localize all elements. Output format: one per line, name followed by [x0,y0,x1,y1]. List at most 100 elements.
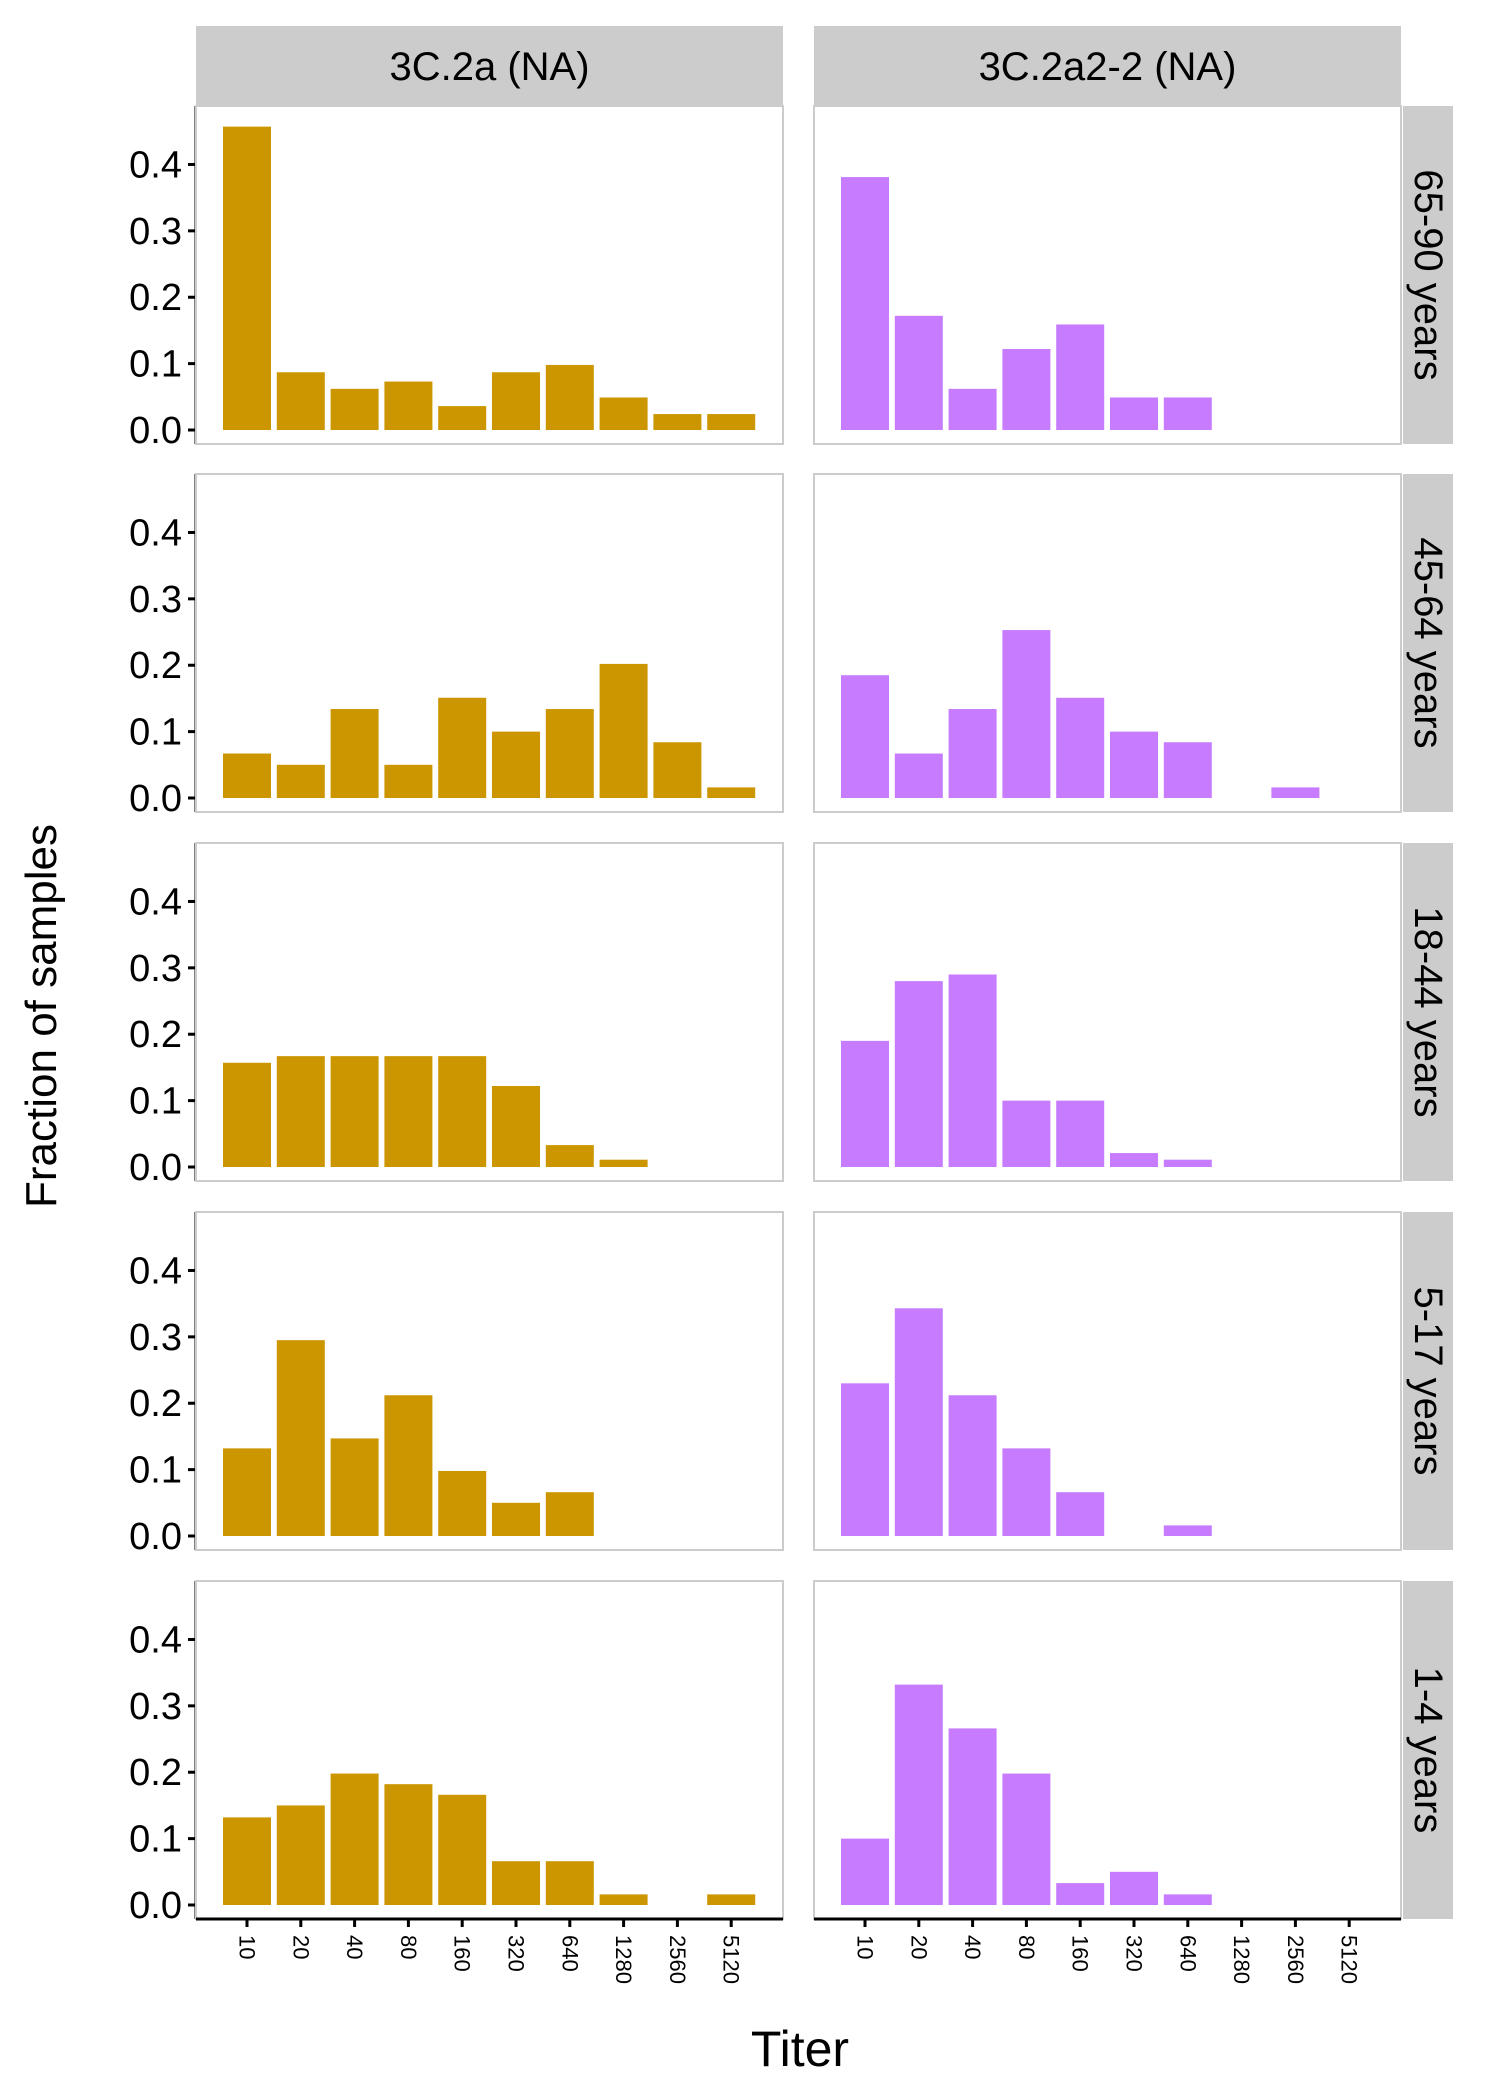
bar [223,1817,271,1905]
bar [1002,1100,1051,1167]
bar [841,1838,889,1905]
x-tick-label: 20 [288,1935,313,1959]
y-tick-label: 0.2 [129,277,182,319]
bar [707,414,756,430]
y-tick-label: 0.2 [129,645,182,687]
bar [330,1773,379,1905]
x-tick-label: 1280 [611,1935,636,1984]
bar [1056,1100,1105,1167]
x-tick-label: 10 [235,1935,260,1959]
x-tick-label: 2560 [665,1935,690,1984]
bar [1002,349,1051,430]
row-strip-label: 45-64 years [1406,537,1450,748]
bar [384,764,433,798]
y-tick-label: 0.4 [129,512,182,554]
bar [894,1308,943,1536]
bar [545,1145,594,1167]
bar [948,388,997,430]
bar [1271,787,1320,798]
x-tick-label: 2560 [1283,1935,1308,1984]
facet-grid: 3C.2a (NA) 3C.2a2-2 (NA) 65-90 years 0.0 0.1… [129,26,1453,1984]
bar [545,709,594,798]
y-tick-label: 0.2 [129,1014,182,1056]
bar [1056,697,1105,798]
x-tick-label: 5120 [1337,1935,1362,1984]
bar [1110,731,1158,798]
x-tick-label: 20 [906,1935,931,1959]
bar [1056,1492,1105,1536]
bar [276,1056,325,1167]
bar [1163,1525,1212,1536]
y-tick-label: 0.3 [129,211,182,253]
bar [438,406,487,430]
bar [545,1861,594,1905]
bar [1163,1894,1212,1905]
x-tick-label: 80 [1014,1935,1039,1959]
y-tick-label: 0.3 [129,579,182,621]
y-tick-label: 0.4 [129,144,182,186]
column-strip [196,26,783,106]
bar [223,753,271,798]
column-strip-label: 3C.2a2-2 (NA) [979,45,1237,89]
bar [653,414,702,430]
x-tick-label: 320 [1122,1935,1147,1972]
bar [330,709,379,798]
bar [894,753,943,798]
y-tick-label: 0.1 [129,344,182,386]
x-tick-label: 40 [960,1935,985,1959]
x-tick-label: 80 [396,1935,421,1959]
bar [1163,397,1212,430]
row-strip [1403,106,1453,444]
bar [438,1794,487,1905]
bar [1002,1773,1051,1905]
x-tick-label: 160 [1068,1935,1093,1972]
y-tick-label: 0.4 [129,1619,182,1661]
bar [653,742,702,798]
row-strip-label: 5-17 years [1406,1287,1450,1476]
y-tick-label: 0.3 [129,1317,182,1359]
y-tick-label: 0.4 [129,1250,182,1292]
bar [1163,742,1212,798]
bar [894,981,943,1167]
bar [948,1728,997,1905]
bar [545,1492,594,1536]
bar [707,1894,756,1905]
bar [223,126,271,430]
bar [841,1383,889,1536]
bar [599,663,648,798]
bar [276,372,325,430]
bar [330,1056,379,1167]
bar [948,974,997,1167]
y-tick-label: 0.3 [129,948,182,990]
y-tick-label: 0.1 [129,1819,182,1861]
bar [1110,1871,1158,1905]
bar [948,709,997,798]
bar [841,675,889,798]
y-tick-label: 0.0 [129,778,182,820]
y-axis-title: Fraction of samples [17,824,66,1208]
bar [599,1894,648,1905]
y-tick-label: 0.0 [129,1516,182,1558]
bar [276,1340,325,1536]
bar [894,315,943,430]
bar [841,177,889,430]
bar [1002,630,1051,798]
bar [276,764,325,798]
y-tick-label: 0.1 [129,1081,182,1123]
row-strip [1403,1581,1453,1919]
row-strip [1403,1212,1453,1550]
bar [492,1086,540,1167]
y-tick-label: 0.0 [129,1147,182,1189]
row-strip-label: 18-44 years [1406,906,1450,1117]
bar [894,1684,943,1905]
bar [438,697,487,798]
x-tick-label: 640 [557,1935,582,1972]
y-tick-label: 0.3 [129,1686,182,1728]
bar [492,1502,540,1536]
x-tick-label: 5120 [719,1935,744,1984]
x-axis-title: Titer [751,2021,849,2077]
bar [223,1448,271,1536]
bar [599,397,648,430]
bar [1056,1883,1105,1905]
